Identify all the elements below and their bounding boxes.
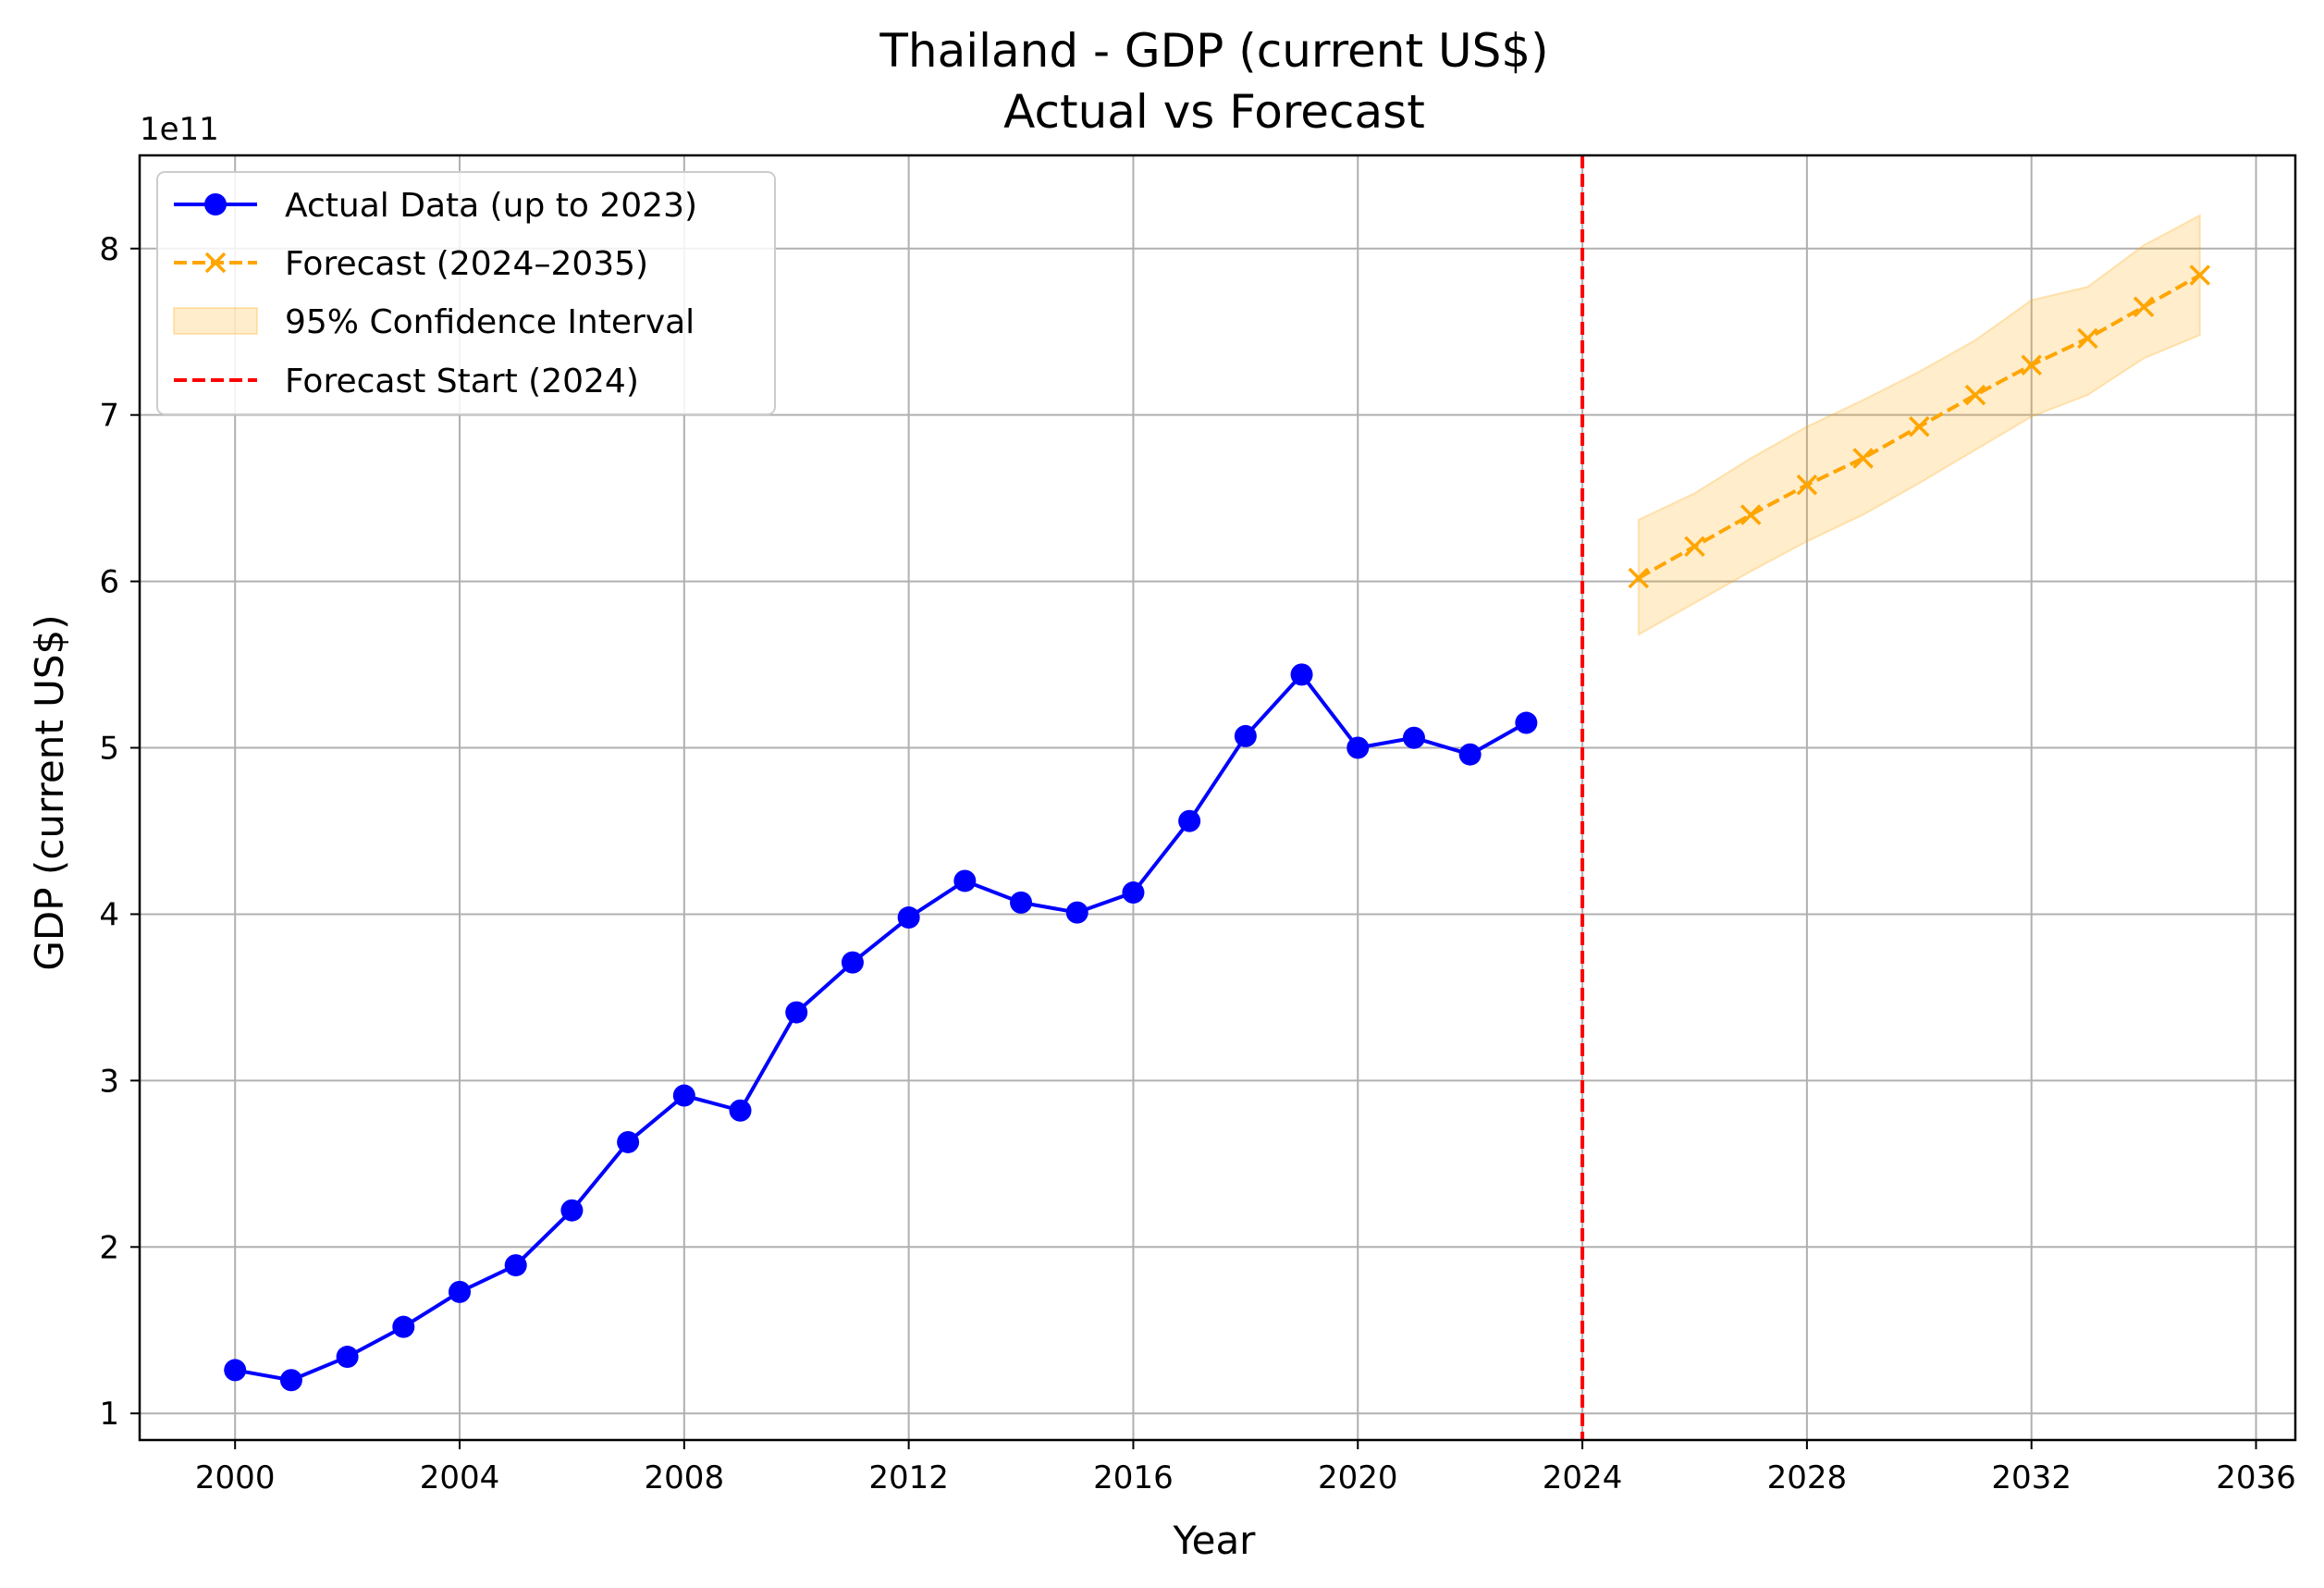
actual-point [224, 1359, 247, 1382]
y-tick-label: 1 [99, 1396, 119, 1433]
forecast-point [2189, 265, 2211, 286]
y-tick-label: 7 [99, 398, 119, 435]
x-tick-label: 2028 [1767, 1459, 1848, 1496]
forecast-point [1628, 567, 1650, 589]
actual-point [449, 1280, 472, 1303]
x-tick-label: 2036 [2216, 1459, 2296, 1496]
y-axis-label: GDP (current US$) [27, 614, 72, 970]
legend-forecast-marker [204, 252, 227, 274]
y-axis-ticks: 1 2 3 4 5 6 7 8 [99, 231, 140, 1433]
y-tick-label: 4 [99, 896, 119, 933]
x-tick-label: 2020 [1318, 1459, 1398, 1496]
actual-point [1122, 881, 1145, 905]
x-tick-label: 2004 [420, 1459, 500, 1496]
actual-point [1402, 726, 1425, 749]
forecast-point [1684, 535, 1705, 558]
legend-frame [156, 171, 776, 415]
forecast-point [1964, 384, 1986, 406]
actual-point [336, 1346, 359, 1369]
series-line-0 [234, 672, 1528, 1383]
x-axis-ticks: 2000 2004 2008 2012 2016 2020 2024 2028 2032 2036 [195, 1440, 2296, 1496]
actual-point [504, 1254, 527, 1277]
actual-point [1515, 711, 1538, 734]
actual-point [392, 1315, 415, 1338]
x-tick-label: 2012 [868, 1459, 949, 1496]
y-tick-label: 2 [99, 1229, 119, 1266]
actual-point [279, 1369, 302, 1392]
y-tick-label: 5 [99, 731, 119, 768]
forecast-point [2021, 354, 2042, 375]
actual-point [953, 869, 977, 892]
x-tick-label: 2024 [1543, 1459, 1623, 1496]
actual-point [1346, 736, 1370, 759]
legend-label: 95% Confidence Interval [285, 303, 695, 341]
forecast-point [1740, 504, 1762, 525]
x-tick-label: 2008 [645, 1459, 725, 1496]
actual-point [785, 1001, 808, 1024]
legend-actual-marker [204, 193, 227, 215]
actual-point [1010, 891, 1033, 914]
actual-point [672, 1084, 695, 1107]
legend: Actual Data (up to 2023) Forecast (2024–2… [156, 171, 776, 415]
forecast-point [2077, 327, 2098, 350]
y-tick-label: 3 [99, 1063, 119, 1100]
x-axis-label: Year [1173, 1518, 1257, 1563]
actual-point [1458, 743, 1482, 766]
legend-label: Actual Data (up to 2023) [285, 187, 697, 225]
forecast-point [2133, 296, 2155, 317]
y-offset-label: 1e11 [140, 111, 219, 148]
legend-label: Forecast (2024–2035) [285, 245, 648, 283]
chart-title: Thailand - GDP (current US$) [879, 24, 1548, 78]
legend-ci-swatch [173, 307, 258, 335]
actual-point [1178, 809, 1201, 832]
legend-label: Forecast Start (2024) [285, 363, 639, 400]
actual-point [729, 1099, 752, 1122]
actual-point [1065, 901, 1088, 924]
forecast-point [1852, 448, 1874, 469]
y-tick-label: 8 [99, 231, 119, 268]
chart-subtitle: Actual vs Forecast [1003, 85, 1425, 139]
actual-point [1234, 724, 1257, 747]
actual-point [897, 906, 920, 929]
grid [140, 155, 2295, 1440]
y-tick-label: 6 [99, 564, 119, 601]
actual-point [560, 1199, 584, 1222]
x-tick-label: 2032 [1991, 1459, 2072, 1496]
series-layer [224, 265, 2211, 1392]
plot-frame [138, 154, 2297, 1442]
actual-point [617, 1130, 640, 1153]
axes [138, 154, 2297, 1442]
forecast-point [1796, 474, 1818, 496]
x-tick-label: 2016 [1093, 1459, 1174, 1496]
x-tick-label: 2000 [195, 1459, 276, 1496]
forecast-point [1909, 416, 1930, 437]
actual-point [841, 951, 864, 974]
actual-point [1290, 663, 1313, 686]
